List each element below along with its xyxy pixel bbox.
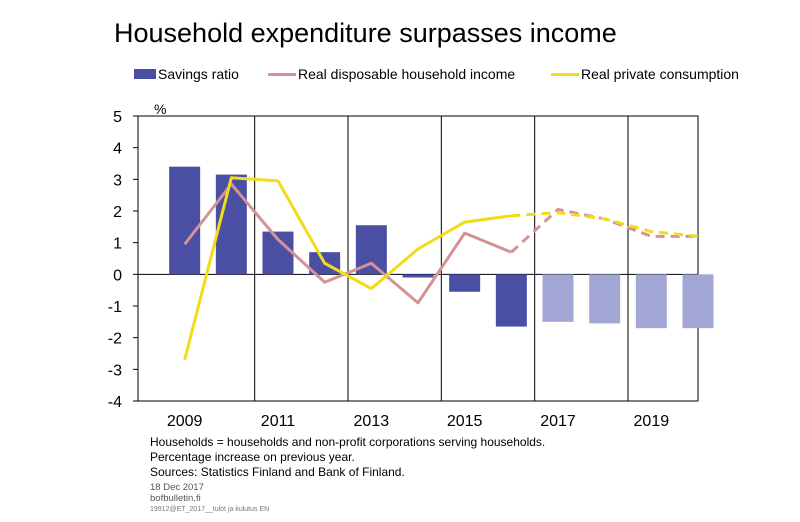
chart-title: Household expenditure surpasses income: [114, 18, 617, 48]
x-tick-label: 2013: [354, 413, 390, 430]
y-tick-label: -1: [108, 299, 122, 316]
y-axis-label: %: [154, 101, 166, 117]
bar-savings-ratio: [542, 274, 574, 322]
legend-swatch-consumption: [551, 72, 579, 76]
y-tick-label: -2: [108, 331, 122, 348]
legend-item-income: Real disposable household income: [268, 66, 515, 82]
bar-savings-ratio: [682, 274, 714, 329]
bar-savings-ratio: [449, 274, 481, 292]
y-tick-label: 1: [113, 236, 122, 253]
legend-item-consumption: Real private consumption: [551, 66, 739, 82]
series-consumption-line: [183, 176, 512, 361]
legend-swatch-savings-ratio: [134, 69, 156, 79]
legend-label-savings-ratio: Savings ratio: [158, 66, 239, 82]
bar-savings-ratio: [495, 274, 527, 327]
series-income-line: [183, 182, 512, 305]
x-tick-label: 2015: [447, 413, 483, 430]
note-sources: Sources: Statistics Finland and Bank of …: [150, 465, 405, 479]
legend: Savings ratio Real disposable household …: [0, 66, 800, 86]
note-percentage: Percentage increase on previous year.: [150, 450, 355, 464]
legend-label-consumption: Real private consumption: [581, 66, 739, 82]
y-tick-label: -4: [108, 394, 122, 411]
bar-savings-ratio: [215, 174, 247, 275]
legend-label-income: Real disposable household income: [298, 66, 516, 82]
meta-code: 19912@ET_2017__tulot ja kulutus EN: [150, 506, 270, 513]
chart-notes: Households = households and non-profit c…: [150, 435, 545, 480]
x-tick-label: 2011: [261, 413, 296, 430]
legend-item-savings-ratio: Savings ratio: [134, 66, 239, 82]
legend-swatch-income: [268, 72, 296, 76]
bar-savings-ratio: [402, 274, 434, 278]
bar-savings-ratio: [169, 166, 201, 275]
meta-site: bofbulletin.fi: [150, 493, 201, 504]
bar-savings-ratio: [589, 274, 621, 324]
meta-date: 18 Dec 2017: [150, 482, 204, 493]
y-tick-label: 2: [113, 204, 122, 221]
y-tick-label: 3: [113, 172, 122, 189]
x-tick-label: 2009: [167, 413, 203, 430]
y-tick-label: 0: [113, 267, 122, 284]
x-tick-label: 2017: [540, 413, 576, 430]
series-income-forecast-line: [510, 207, 698, 254]
plot-frame: [137, 115, 699, 402]
y-tick-label: 4: [113, 141, 122, 158]
bar-savings-ratio: [635, 274, 667, 329]
y-tick-label: 5: [113, 109, 122, 126]
x-tick-label: 2019: [634, 413, 670, 430]
note-households: Households = households and non-profit c…: [150, 435, 546, 449]
y-tick-label: -3: [108, 362, 122, 379]
series-consumption-forecast-line: [511, 211, 699, 238]
chart-meta: 18 Dec 2017 bofbulletin.fi 19912@ET_2017…: [150, 482, 269, 515]
